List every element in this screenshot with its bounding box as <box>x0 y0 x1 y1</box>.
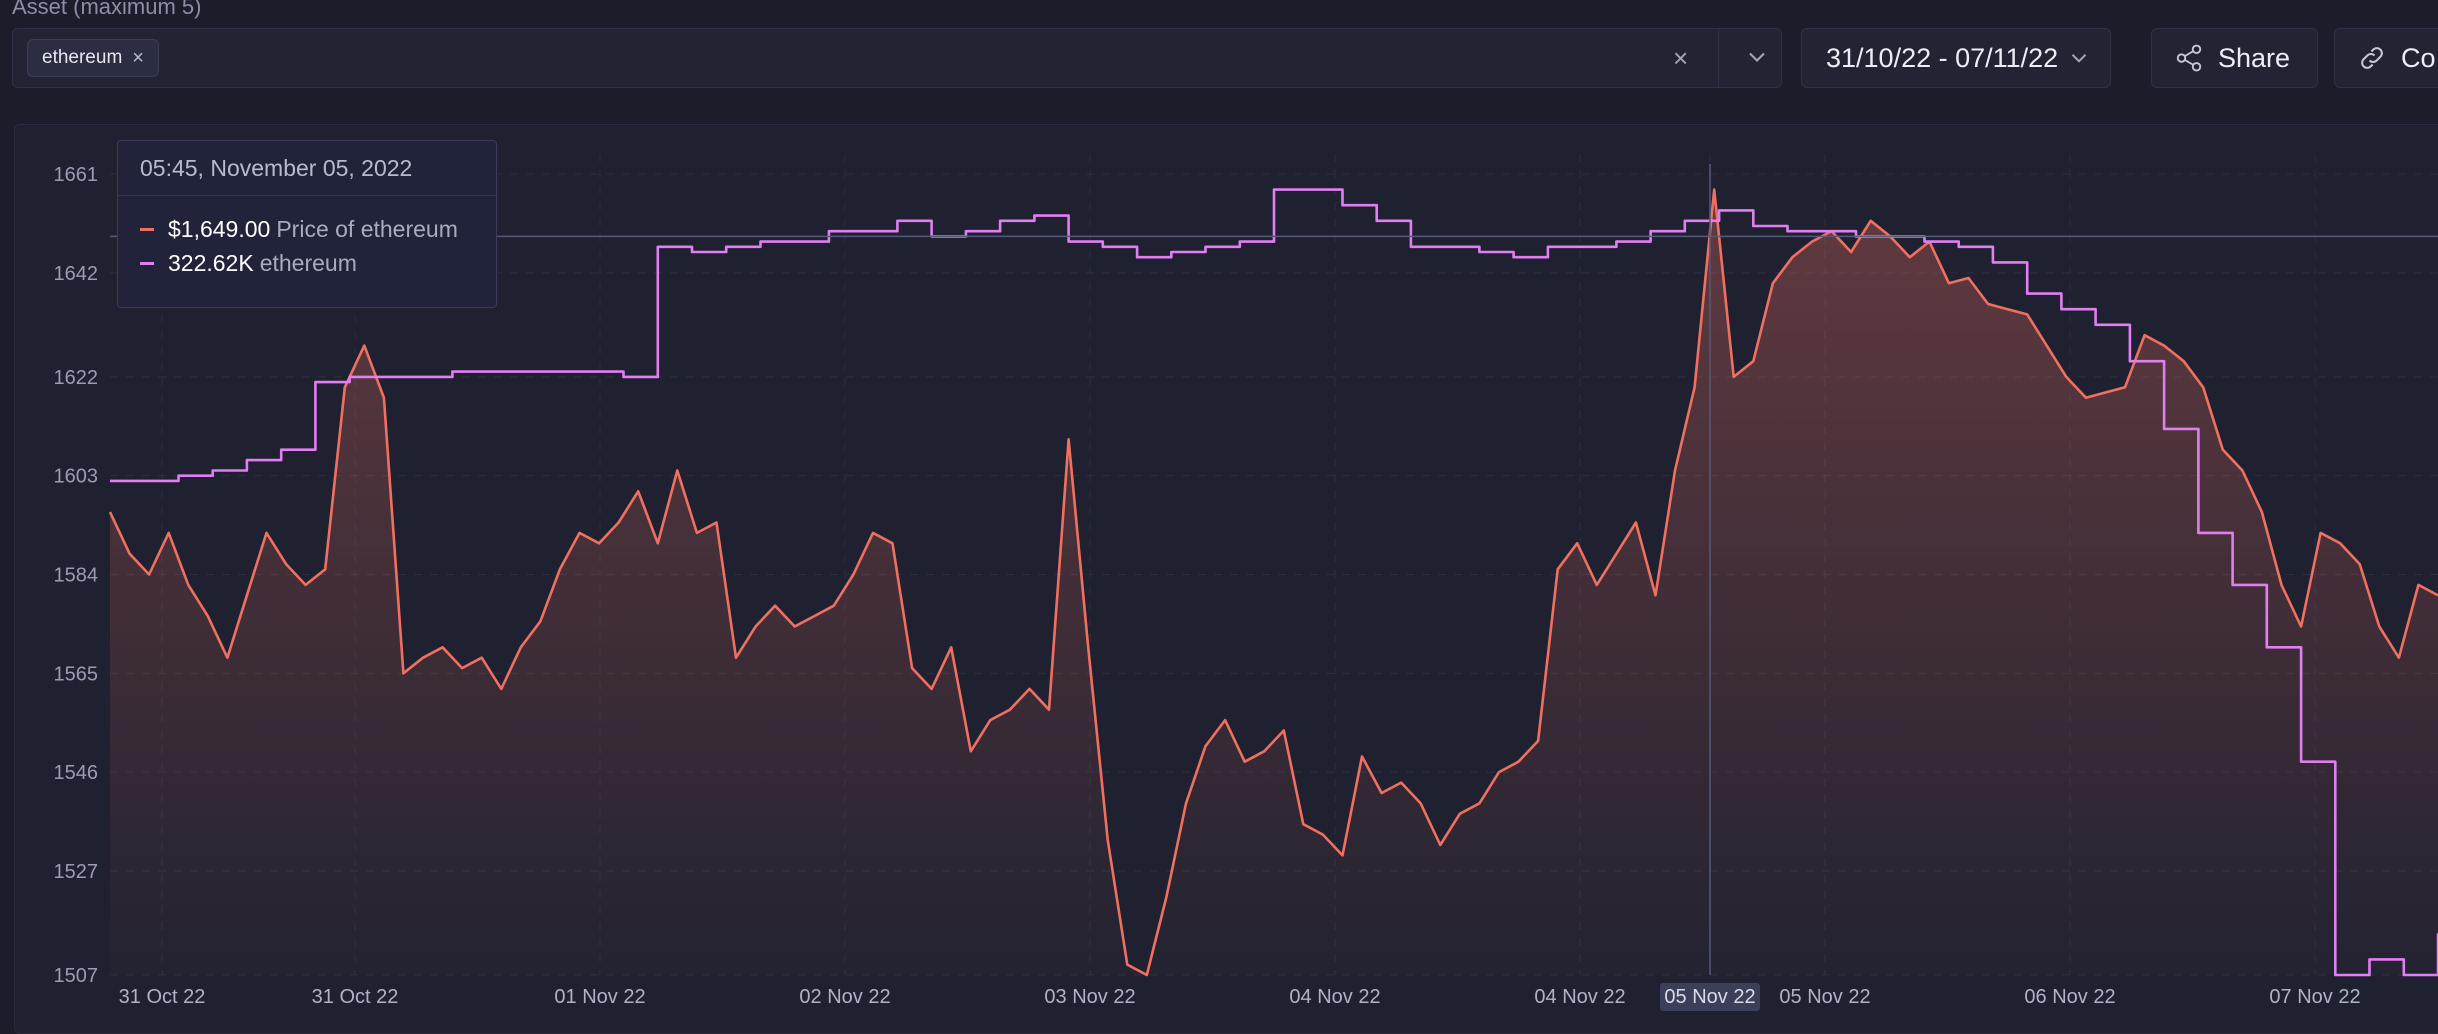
tooltip-timestamp: 05:45, November 05, 2022 <box>118 141 496 196</box>
tooltip-volume-label: ethereum <box>259 249 357 276</box>
series-line-volume <box>110 188 2438 977</box>
tooltip-price-label: Price of ethereum <box>276 215 458 242</box>
x-tick-label: 04 Nov 22 <box>1289 986 1380 1008</box>
chevron-down-icon[interactable] <box>1743 43 1771 71</box>
y-tick-label: 1546 <box>54 762 99 784</box>
y-tick-label: 1661 <box>54 164 99 186</box>
close-icon[interactable]: × <box>132 46 144 69</box>
legend-swatch-volume <box>140 261 154 265</box>
x-tick-highlight <box>1660 983 1760 1011</box>
selector-divider <box>1718 29 1719 87</box>
copy-link-button[interactable]: Co <box>2334 28 2438 88</box>
asset-selector[interactable]: ethereum × × <box>12 28 1782 88</box>
date-range-picker[interactable]: 31/10/22 - 07/11/22 <box>1801 28 2111 88</box>
x-tick-label: 31 Oct 22 <box>119 986 206 1008</box>
series-line-price <box>108 188 2438 977</box>
tooltip-volume-value: 322.62K <box>168 249 254 276</box>
date-range-value: 31/10/22 - 07/11/22 <box>1826 42 2059 73</box>
clear-selection-icon[interactable]: × <box>1673 43 1689 73</box>
share-icon <box>2176 44 2202 72</box>
x-tick-label: 02 Nov 22 <box>799 986 890 1008</box>
x-tick-label: 31 Oct 22 <box>312 986 399 1008</box>
y-tick-label: 1622 <box>54 367 99 389</box>
y-tick-label: 1584 <box>54 565 99 587</box>
tooltip-row-volume: 322.62K ethereum <box>118 246 496 280</box>
x-tick-label: 04 Nov 22 <box>1534 986 1625 1008</box>
y-tick-label: 1565 <box>54 663 99 685</box>
tooltip-price-value: $1,649.00 <box>168 215 271 242</box>
x-tick-label: 01 Nov 22 <box>554 986 645 1008</box>
price-area <box>110 189 2438 976</box>
asset-chip-label: ethereum <box>42 47 123 68</box>
chevron-down-icon <box>2071 54 2087 63</box>
y-tick-label: 1642 <box>54 263 99 285</box>
asset-label: Asset (maximum 5) <box>12 0 202 19</box>
y-tick-label: 1507 <box>54 965 99 987</box>
y-tick-label: 1603 <box>54 466 99 488</box>
chart-tooltip: 05:45, November 05, 2022 $1,649.00 Price… <box>117 140 497 308</box>
x-tick-label: 03 Nov 22 <box>1044 986 1135 1008</box>
share-button[interactable]: Share <box>2151 28 2318 88</box>
x-tick-label: 07 Nov 22 <box>2269 986 2360 1008</box>
share-button-label: Share <box>2218 42 2291 73</box>
link-icon <box>2361 47 2383 69</box>
asset-chip-ethereum: ethereum × <box>27 39 159 77</box>
legend-swatch-price <box>140 227 154 231</box>
copy-button-label: Co <box>2401 42 2436 73</box>
x-tick-label: 05 Nov 22 <box>1664 986 1755 1008</box>
x-tick-label: 05 Nov 22 <box>1779 986 1870 1008</box>
y-tick-label: 1527 <box>54 861 99 883</box>
x-tick-label: 06 Nov 22 <box>2024 986 2115 1008</box>
tooltip-row-price: $1,649.00 Price of ethereum <box>118 212 496 246</box>
